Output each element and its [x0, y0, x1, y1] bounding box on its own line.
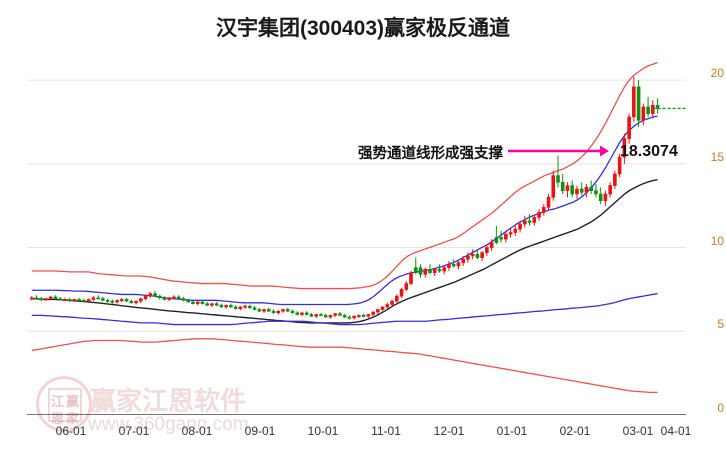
x-axis-tick-10-01: 10-01 [307, 424, 339, 438]
x-axis-tick-03-01: 03-01 [622, 424, 654, 438]
watermark-url: www.360gann.com [88, 414, 249, 435]
x-axis-tick-11-01: 11-01 [371, 424, 401, 438]
annotation-label: 强势通道线形成强支撑 [358, 146, 503, 162]
x-axis-tick-09-01: 09-01 [244, 424, 276, 438]
x-axis-tick-07-01: 07-01 [118, 424, 150, 438]
y-axis-tick-5: 5 [717, 317, 724, 332]
watermark-brand: 赢家江恩软件 [90, 386, 247, 416]
x-axis-tick-01-01: 01-01 [496, 424, 528, 438]
watermark-seal-overlay-top: 赢 [66, 394, 80, 409]
watermark-seal-char-top: 江 [51, 394, 65, 409]
x-axis-tick-06-01: 06-01 [55, 424, 87, 438]
y-axis-tick-10: 10 [710, 233, 724, 248]
x-axis-tick-04-01: 04-01 [660, 424, 692, 438]
y-axis-tick-0: 0 [717, 401, 724, 415]
x-axis-tick-02-01: 02-01 [559, 424, 591, 438]
y-axis-tick-15: 15 [710, 149, 724, 164]
last-price-label: 18.3074 [620, 143, 678, 160]
price-chart-plot [27, 61, 686, 415]
y-axis-tick-20: 20 [710, 66, 724, 81]
x-axis-tick-08-01: 08-01 [181, 424, 213, 438]
x-axis-tick-12-01: 12-01 [433, 424, 465, 438]
page-title: 汉宇集团(300403)赢家极反通道 [215, 17, 511, 40]
watermark-seal-square [48, 388, 82, 422]
